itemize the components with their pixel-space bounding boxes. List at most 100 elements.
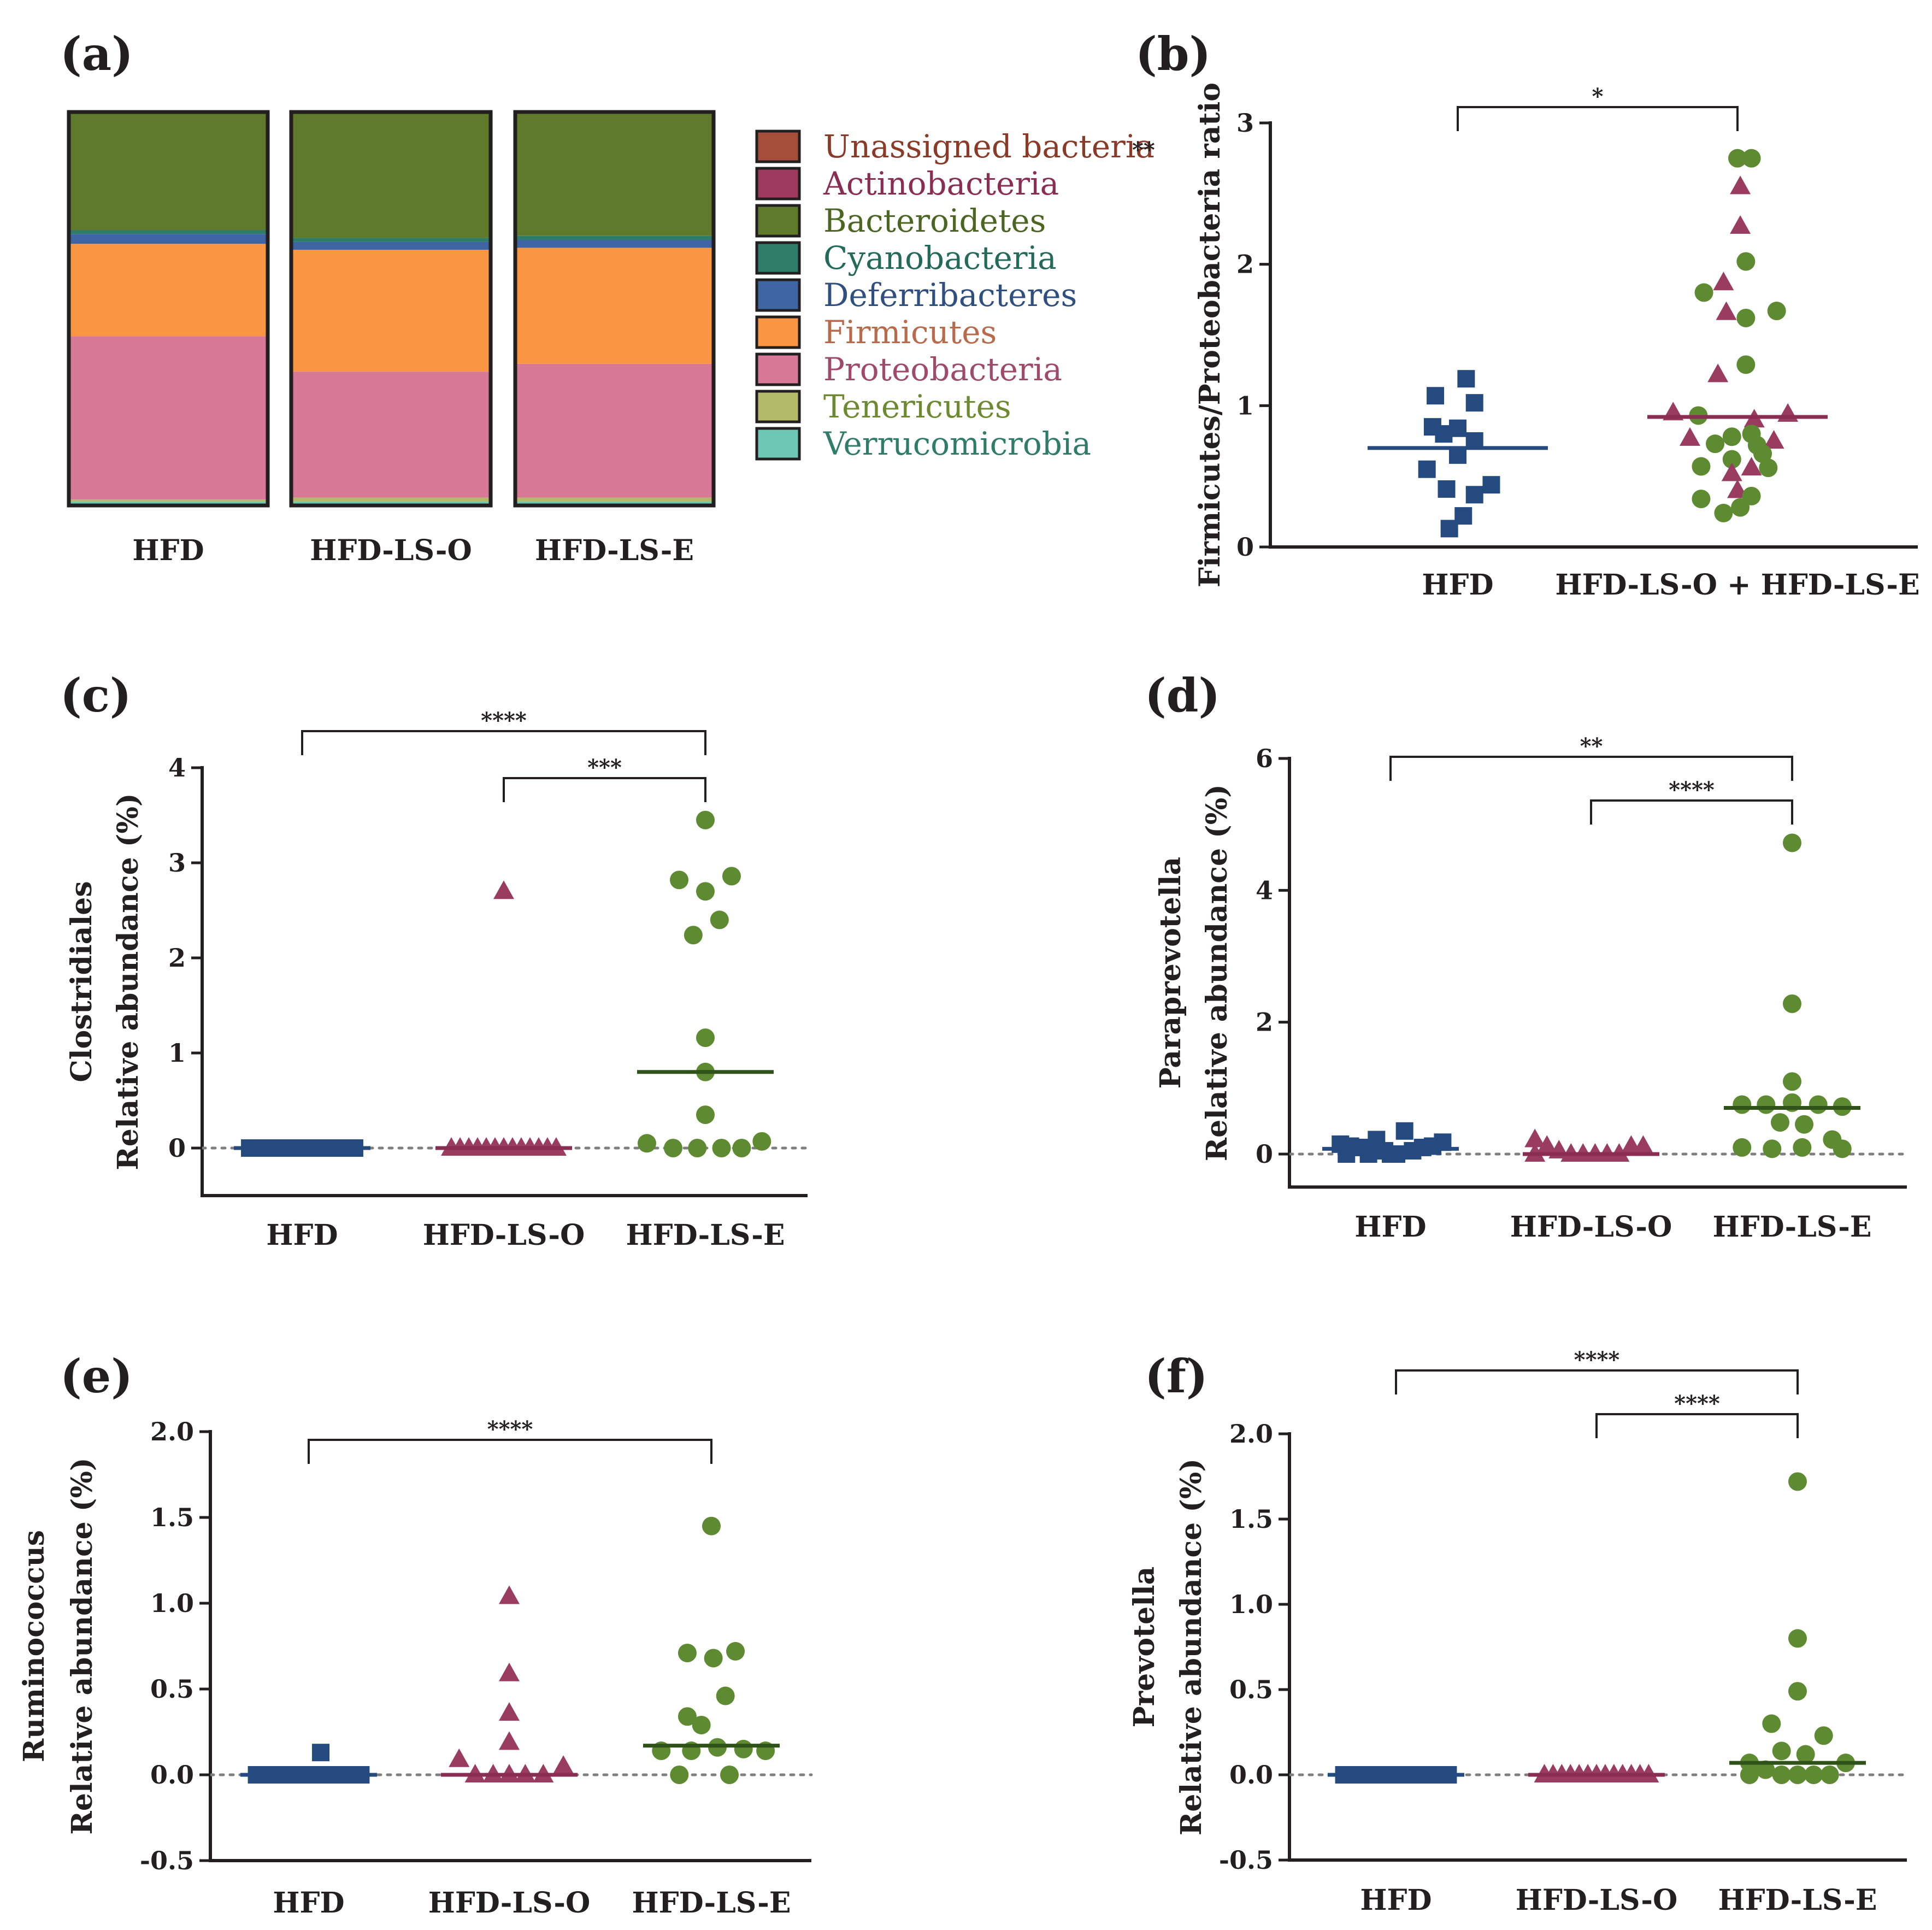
data-point-triangle: [1763, 430, 1784, 449]
data-point-circle: [663, 1139, 682, 1157]
legend-swatch: [755, 427, 801, 461]
stack-segment: [69, 234, 268, 244]
data-point-circle: [734, 1739, 753, 1758]
y-tick-label: 0: [168, 1133, 186, 1163]
data-point-circle: [1763, 1139, 1782, 1158]
data-point-triangle: [449, 1748, 470, 1767]
y-axis-title: Paraprevotella: [1154, 857, 1187, 1089]
significance-stars: ****: [1669, 777, 1715, 803]
x-category-label: HFD: [1360, 1884, 1432, 1917]
x-category-label: HFD-LS-O: [423, 1219, 585, 1252]
legend-label: Bacteroidetes: [823, 202, 1046, 239]
legend-label: Firmicutes: [823, 314, 997, 351]
data-point-triangle: [499, 1585, 520, 1604]
stack-segment: [69, 336, 268, 500]
legend-label: Unassigned bacteria: [823, 128, 1155, 165]
data-point-triangle: [1524, 1128, 1546, 1148]
significance-bracket: [1590, 799, 1793, 825]
y-axis-title: Prevotella: [1128, 1567, 1161, 1728]
y-tick-label: 0: [1236, 532, 1254, 562]
significance-bracket: [1389, 756, 1793, 781]
stack-segment: [515, 236, 714, 240]
data-point-circle: [722, 867, 741, 886]
data-point-circle: [696, 810, 715, 829]
legend-label: Tenericutes: [823, 388, 1011, 425]
y-tick-label: 6: [1256, 744, 1273, 773]
data-point-square: [312, 1744, 330, 1762]
stack-segment: [515, 501, 714, 505]
panel-c-clostridiales: 0 1 2 3 4 Clostridiales Relative abundance (%)…: [65, 708, 809, 1252]
data-point-circle: [1753, 444, 1772, 463]
stack-segment: [69, 499, 268, 502]
stack-segment: [291, 501, 491, 505]
significance-bracket: [503, 777, 706, 802]
stack-segment: [69, 244, 268, 337]
data-point-circle: [1767, 302, 1786, 321]
data-point-circle: [1722, 450, 1741, 469]
panel-label-b: (b): [1135, 27, 1211, 81]
data-point-triangle: [499, 1702, 520, 1721]
y-tick-label: 1.5: [150, 1503, 194, 1532]
panel-e-ruminococcus: -0.5 0.0 0.5 1.0 1.5 2.0 Ruminococcus Relative …: [17, 1416, 813, 1920]
data-point-circle: [1692, 490, 1711, 509]
significance-bracket: [1457, 106, 1739, 131]
significance-stars: ****: [487, 1416, 533, 1442]
data-point-circle: [1757, 1095, 1776, 1114]
data-point-circle: [1728, 149, 1747, 168]
y-tick-label: 2: [1256, 1008, 1273, 1037]
x-category-label: HFD-LS-E: [626, 1219, 785, 1252]
panel-label-f: (f): [1145, 1349, 1208, 1403]
data-point-circle: [1722, 427, 1741, 446]
x-category-label: HFD-LS-O: [428, 1886, 591, 1920]
data-point-circle: [716, 1686, 735, 1705]
panel-label-d: (d): [1145, 668, 1220, 722]
data-point-circle: [684, 926, 703, 945]
legend-label: Verrucomicrobia: [823, 425, 1091, 462]
data-point-triangle: [1741, 457, 1762, 476]
panel-f-prevotella: -0.5 0.0 0.5 1.0 1.5 2.0 Prevotella Relative ab…: [1128, 1347, 1909, 1917]
data-point-triangle: [499, 1662, 520, 1681]
y-axis-title: Firmicutes/Proteobacteria ratio: [1193, 83, 1227, 587]
y-axis-subtitle: Relative abundance (%): [1200, 784, 1234, 1161]
y-tick-label: 1.0: [150, 1588, 194, 1618]
y-tick-label: 1.5: [1229, 1504, 1273, 1534]
stack-segment: [291, 497, 491, 502]
data-point-circle: [678, 1707, 697, 1726]
data-point-square: [1440, 520, 1458, 538]
significance-stars: *: [1592, 84, 1604, 109]
data-point-circle: [720, 1766, 739, 1784]
stack-segment: [291, 238, 491, 242]
data-point-circle: [726, 1641, 745, 1661]
y-tick-label: 2: [168, 943, 186, 973]
data-point-circle: [688, 1139, 707, 1157]
data-point-circle: [696, 1105, 715, 1125]
panel-d-paraprevotella: 0 2 4 6 Paraprevotella Relative abundance (%)…: [1154, 733, 1909, 1244]
x-category-label: HFD-LS-E: [535, 534, 694, 567]
significance-stars: ****: [1574, 1347, 1620, 1373]
y-axis-subtitle: Relative abundance (%): [66, 1458, 99, 1835]
data-point-circle: [1820, 1766, 1839, 1784]
stack-bar-outline: [67, 110, 270, 508]
significance-bracket: [301, 730, 706, 755]
x-category-label: HFD: [1422, 568, 1493, 602]
data-point-triangle: [1536, 1135, 1558, 1154]
panel-label-e: (e): [60, 1349, 133, 1403]
data-point-triangle: [1713, 272, 1734, 291]
data-point-triangle: [493, 880, 514, 899]
stack-segment: [291, 242, 491, 250]
y-axis-title: Ruminococcus: [17, 1530, 51, 1762]
x-category-label: HFD: [132, 534, 204, 567]
data-point-triangle: [1777, 403, 1799, 422]
stack-bar-outline: [289, 110, 493, 508]
data-point-triangle: [553, 1755, 574, 1774]
legend-label: Cyanobacteria: [823, 239, 1057, 276]
data-point-circle: [1742, 149, 1761, 168]
legend-swatch: [755, 390, 801, 423]
significance-bracket: [1595, 1413, 1799, 1438]
data-point-circle: [678, 1644, 697, 1663]
data-point-triangle: [1730, 175, 1751, 195]
data-point-circle: [1783, 833, 1801, 852]
data-point-square: [1395, 1122, 1413, 1140]
legend-swatch: [755, 204, 801, 238]
